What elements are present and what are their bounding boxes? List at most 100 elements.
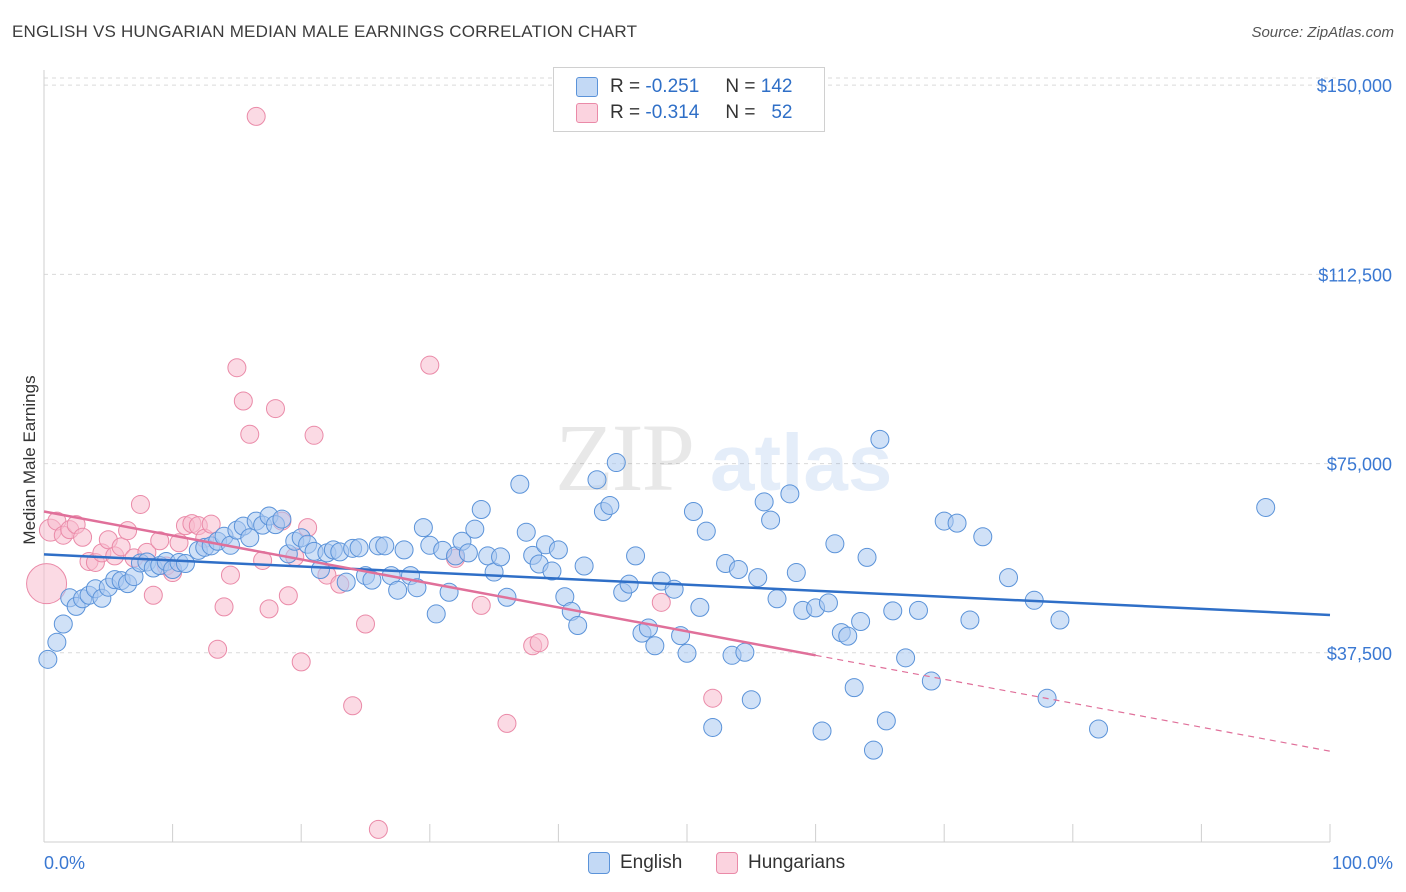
trend-lines [43,510,1331,752]
english-point [741,690,761,710]
n-value: 142 [760,76,793,97]
english-point [973,527,993,547]
english-point [47,632,67,652]
english-point [786,563,806,583]
legend-hungarians: Hungarians [716,852,845,874]
english-point [863,740,883,760]
english-points [38,429,1276,760]
hungarians-point [471,595,491,615]
hungarians-point [529,633,549,653]
hungarians-point [420,355,440,375]
english-point [780,484,800,504]
hungarians-point [111,537,131,557]
chart-source: Source: ZipAtlas.com [1251,24,1394,41]
watermark: ZIP atlas [555,404,892,511]
hungarians-trend-line [43,510,816,657]
hungarians-point [143,585,163,605]
hungarians-point [304,425,324,445]
n-value: 52 [771,102,793,123]
english-point [426,604,446,624]
chart-title: ENGLISH VS HUNGARIAN MEDIAN MALE EARNING… [12,22,638,41]
svg-text:ZIP: ZIP [555,404,693,511]
english-point [394,540,414,560]
hungarians-point [246,106,266,126]
english-point [825,534,845,554]
english-point [574,556,594,576]
english-point [690,597,710,617]
english-point [761,510,781,530]
hungarians-point [368,819,388,839]
english-point [407,578,427,598]
n-label: N = [725,102,756,123]
english-point [844,678,864,698]
english-point [703,717,723,737]
english-point [876,711,896,731]
hungarians-point [343,696,363,716]
hungarians-point [291,652,311,672]
english-point [53,614,73,634]
stats-legend-hungarians: R = -0.314 N = 52 [576,101,792,125]
english-point [38,649,58,669]
english-point [896,648,916,668]
r-label: R = [610,102,641,123]
x-tick-label: 0.0% [44,853,85,873]
english-point [818,593,838,613]
axes [43,70,1331,843]
stats-legend-english: R = -0.251 N = 142 [576,75,792,99]
hungarians-point [651,592,671,612]
english-point [587,470,607,490]
hungarians-point [265,399,285,419]
english-point [458,543,478,563]
english-point [600,495,620,515]
stats-legend: R = -0.251 N = 142 R = -0.314 N = 52 [553,67,825,132]
english-point [999,568,1018,588]
english-point [748,568,768,588]
hungarians-point [240,424,260,444]
english-point [1089,719,1109,739]
hungarians-point [227,358,247,378]
english-point [413,518,433,538]
tick-labels: $37,500 $75,000 $112,500 $150,000 0.0% 100.0% [44,76,1393,873]
hungarians-swatch [576,103,598,123]
english-point [272,509,292,529]
legend-english: English [588,852,682,874]
hungarians-point [356,614,375,634]
english-point [883,601,903,621]
english-point [349,538,369,558]
english-point [908,600,928,620]
y-tick-label: $37,500 [1327,644,1392,664]
svg-text:atlas: atlas [710,418,892,507]
english-point [1256,497,1276,517]
english-legend-label: English [620,852,683,873]
hungarians-legend-swatch [716,852,738,874]
english-point [606,453,626,473]
english-point [921,671,941,691]
r-value: -0.251 [645,76,700,97]
english-point [851,612,871,632]
english-point [175,553,195,573]
english-point [471,499,491,519]
english-point [754,492,774,512]
english-point [696,521,716,541]
english-point [870,429,890,449]
hungarians-point [703,688,723,708]
hungarians-point [208,639,228,659]
english-point [728,560,748,580]
english-point [626,546,646,566]
english-point [947,513,967,533]
r-label: R = [610,76,641,97]
english-point [510,474,530,494]
hungarians-point [73,527,93,547]
english-point [548,540,568,560]
english-point [838,626,858,646]
english-point [735,642,755,662]
english-point [645,636,665,656]
hungarians-point [278,586,298,606]
hungarians-legend-label: Hungarians [748,852,846,873]
y-axis-label: Median Male Earnings [20,375,39,545]
english-point [767,589,787,609]
english-point [375,536,395,556]
r-value: -0.314 [645,102,700,123]
hungarians-point [220,565,240,585]
